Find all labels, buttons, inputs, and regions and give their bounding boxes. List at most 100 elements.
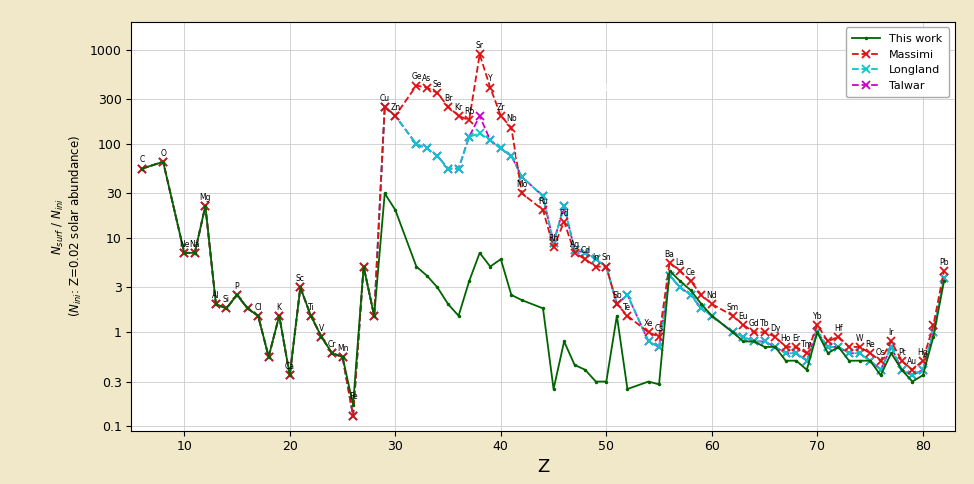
Text: Zr: Zr — [497, 103, 506, 112]
Text: Si: Si — [223, 295, 230, 304]
Talwar — [917, 367, 928, 373]
Text: Nd: Nd — [706, 291, 717, 300]
Text: Yb: Yb — [812, 312, 822, 321]
Text: Ge: Ge — [411, 73, 422, 81]
Text: V: V — [318, 323, 324, 333]
Text: As: As — [423, 75, 431, 83]
Talwar — [558, 203, 570, 209]
Text: W: W — [856, 334, 863, 343]
Line: Massimi: Massimi — [138, 51, 948, 420]
Text: Ca: Ca — [284, 362, 295, 371]
Text: Rb: Rb — [464, 107, 474, 116]
Longland — [379, 104, 391, 110]
Text: Eu: Eu — [738, 312, 748, 321]
This work — [136, 166, 148, 171]
Talwar — [347, 413, 358, 419]
Massimi — [938, 268, 950, 274]
Longland — [136, 166, 148, 171]
Longland — [558, 203, 570, 209]
Text: 25 M$_\odot$ case: 25 M$_\odot$ case — [547, 74, 675, 94]
Text: Cu: Cu — [380, 93, 390, 103]
Text: Ho: Ho — [780, 334, 791, 343]
This work — [347, 402, 358, 408]
Text: Gd: Gd — [749, 319, 760, 328]
Text: Re: Re — [865, 340, 875, 349]
Massimi — [136, 166, 148, 171]
Text: Rh: Rh — [548, 234, 559, 243]
Text: Pt: Pt — [898, 348, 906, 357]
This work — [885, 350, 897, 356]
Text: Br: Br — [444, 93, 452, 103]
Text: Te: Te — [623, 302, 631, 312]
Text: Cd: Cd — [581, 246, 590, 255]
Text: Ne: Ne — [179, 240, 189, 249]
Text: Na: Na — [190, 240, 200, 249]
Text: Au: Au — [907, 357, 918, 365]
Longland — [654, 344, 665, 350]
Line: This work: This work — [140, 160, 946, 407]
Massimi — [178, 250, 190, 256]
This work — [654, 381, 665, 387]
Text: Al: Al — [212, 291, 220, 300]
Text: Sm: Sm — [727, 302, 739, 312]
Text: (at end of He burning): (at end of He burning) — [515, 148, 707, 163]
Text: Xe: Xe — [644, 319, 654, 328]
Legend: This work, Massimi, Longland, Talwar: This work, Massimi, Longland, Talwar — [845, 27, 949, 97]
This work — [274, 313, 285, 318]
Massimi — [347, 413, 358, 419]
Line: Talwar: Talwar — [138, 103, 948, 420]
Massimi — [263, 354, 275, 360]
Text: Cs: Cs — [655, 323, 663, 333]
Text: Sr: Sr — [475, 41, 484, 50]
Talwar — [136, 166, 148, 171]
This work — [938, 278, 950, 284]
Longland — [938, 275, 950, 281]
Text: La: La — [676, 258, 685, 267]
This work — [917, 372, 928, 378]
Talwar — [938, 275, 950, 281]
This work — [158, 159, 169, 165]
Text: Ba: Ba — [664, 250, 675, 258]
Text: Ir: Ir — [888, 328, 894, 337]
Massimi — [885, 339, 897, 345]
Text: Ti: Ti — [308, 302, 315, 312]
Massimi — [558, 219, 570, 225]
Text: Nb: Nb — [506, 114, 516, 123]
Text: Ce: Ce — [686, 268, 695, 277]
Text: Mg: Mg — [200, 193, 211, 202]
Text: Pd: Pd — [559, 209, 569, 217]
Longland — [263, 354, 275, 360]
Talwar — [263, 354, 275, 360]
This work — [189, 250, 201, 256]
Longland — [917, 367, 928, 373]
Text: O: O — [160, 149, 167, 158]
Text: Mo: Mo — [516, 180, 528, 189]
Text: Mn: Mn — [337, 344, 349, 353]
Text: Se: Se — [432, 80, 442, 89]
Line: Longland: Longland — [138, 103, 948, 420]
Text: Y: Y — [488, 75, 493, 83]
Text: Cl: Cl — [254, 302, 262, 312]
Y-axis label: $N_{surf}$ / $N_{ini}$
($N_{ini}$: Z=0.02 solar abundance): $N_{surf}$ / $N_{ini}$ ($N_{ini}$: Z=0.0… — [51, 135, 85, 318]
Text: K: K — [277, 302, 281, 312]
Longland — [347, 413, 358, 419]
Text: In: In — [592, 254, 599, 262]
Text: Hf: Hf — [834, 323, 843, 333]
Text: Ru: Ru — [538, 197, 548, 206]
X-axis label: Z: Z — [537, 458, 549, 476]
Text: Dy: Dy — [770, 323, 780, 333]
Massimi — [917, 358, 928, 363]
Text: Tb: Tb — [760, 319, 769, 328]
Talwar — [379, 104, 391, 110]
Longland — [885, 344, 897, 350]
Text: Tm: Tm — [801, 340, 812, 349]
This work — [558, 339, 570, 345]
Text: Pb: Pb — [939, 258, 949, 267]
Text: Hg: Hg — [918, 348, 928, 357]
Text: Cr: Cr — [327, 340, 336, 349]
Talwar — [178, 250, 190, 256]
Text: Os: Os — [876, 348, 885, 357]
Talwar — [885, 344, 897, 350]
Talwar — [654, 344, 665, 350]
Text: Sb: Sb — [612, 291, 621, 300]
